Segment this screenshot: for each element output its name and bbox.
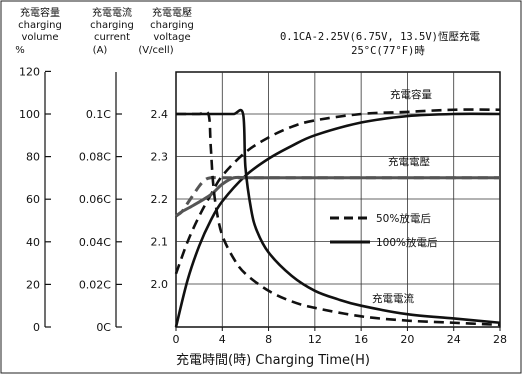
capacity-header-3: volume [21,32,58,43]
y-axes: 0 20 40 60 80 100 120 0C 0.02C 0.04C 0.06C 0.08C 0.1… [19,65,168,334]
capacity-header-1: 充電容量 [20,6,60,19]
voltage-dashed-curve [175,176,500,218]
voltage-header-1: 充電電壓 [152,6,192,19]
capacity-tick-label: 0 [33,321,40,334]
x-tick-label: 8 [265,333,272,346]
voltage-curve-label: 充電電壓 [388,155,430,168]
current-unit: (A) [93,45,108,56]
legend: 50%放電后 100%放電后 [330,212,438,249]
voltage-unit: (V/cell) [138,45,173,56]
capacity-unit: % [15,45,25,56]
x-tick-label: 0 [173,333,180,346]
legend-dashed-label: 50%放電后 [376,212,431,225]
current-solid-curve [176,108,501,325]
voltage-tick-label: 2.3 [151,151,169,164]
x-tick-label: 28 [493,333,507,346]
current-header-3: current [94,32,130,43]
voltage-tick-label: 2.0 [151,278,169,291]
legend-solid-label: 100%放電后 [376,236,438,249]
capacity-tick-label: 80 [26,151,40,164]
x-tick-label: 24 [447,333,461,346]
x-axis-ticks: 0 4 8 12 16 20 24 28 [173,327,507,346]
capacity-curve-label: 充電容量 [390,88,432,101]
capacity-tick-label: 60 [26,193,40,206]
voltage-tick-label: 2.2 [151,193,169,206]
condition-line-1: 0.1CA-2.25V(6.75V, 13.5V)恆壓充電 [280,30,481,43]
current-header-1: 充電電流 [92,6,132,19]
plot-frame [175,71,501,328]
voltage-header-2: charging [150,20,194,31]
capacity-tick-label: 20 [26,278,40,291]
x-tick-label: 20 [400,333,414,346]
capacity-header-2: charging [18,20,62,31]
voltage-header-3: voltage [153,32,190,43]
capacity-tick-label: 120 [19,65,40,78]
capacity-axis-header: 充電容量 charging volume % [15,6,62,56]
chart-curves [174,108,501,328]
voltage-axis-header: 充電電壓 charging voltage (V/cell) [138,6,193,56]
condition-line-2: 25°C(77°F)時 [351,45,425,57]
x-tick-label: 4 [219,333,226,346]
x-axis-title: 充電時間(時) Charging Time(H) [176,352,370,368]
current-axis-header: 充電電流 charging current (A) [90,6,134,56]
current-curve-label: 充電電流 [372,292,414,305]
voltage-tick-label: 2.4 [151,108,169,121]
current-tick-label: 0.04C [79,236,111,249]
current-tick-label: 0.1C [86,108,111,121]
current-header-2: charging [90,20,134,31]
capacity-dashed-curve [174,108,501,275]
current-tick-label: 0.06C [79,193,111,206]
current-dashed-curve [176,110,501,327]
capacity-tick-label: 100 [19,108,40,121]
x-tick-label: 12 [308,333,322,346]
capacity-tick-label: 40 [26,236,40,249]
current-tick-label: 0.02C [79,278,111,291]
voltage-tick-label: 2.1 [151,236,169,249]
current-tick-label: 0C [96,321,111,334]
capacity-solid-curve [174,112,501,328]
x-tick-label: 16 [354,333,368,346]
current-tick-label: 0.08C [79,151,111,164]
